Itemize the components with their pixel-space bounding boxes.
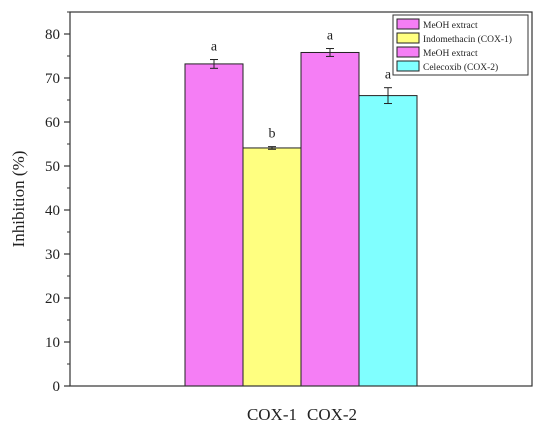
y-tick-label: 70 (45, 71, 60, 87)
significance-letter: a (385, 68, 392, 83)
x-category-labels: COX-1 COX-2 (247, 405, 357, 424)
y-axis-title: Inhibition (%) (9, 151, 28, 248)
y-tick-label: 10 (45, 335, 60, 351)
y-tick-label: 50 (45, 159, 60, 175)
y-tick-label: 80 (45, 27, 60, 43)
y-tick-label: 0 (53, 379, 61, 395)
significance-letter: b (269, 127, 276, 142)
y-tick-label: 20 (45, 291, 60, 307)
significance-letter: a (327, 29, 334, 44)
legend-label: MeOH extract (423, 21, 478, 31)
legend-label: Celecoxib (COX-2) (423, 62, 498, 73)
bar (184, 63, 244, 387)
x-category-label: COX-1 (247, 405, 297, 424)
bar (242, 147, 302, 387)
x-category-label: COX-2 (307, 405, 357, 424)
legend: MeOH extract Indomethacin (COX-1) MeOH ext… (392, 14, 529, 76)
y-tick-label: 30 (45, 247, 60, 263)
legend-swatch (396, 46, 420, 58)
legend-label: MeOH extract (423, 49, 478, 59)
legend-swatch (396, 18, 420, 30)
y-ticks: 0 10 20 30 40 50 60 70 80 (45, 11, 70, 395)
legend-label: Indomethacin (COX-1) (423, 34, 512, 45)
bars: a b a a (184, 29, 418, 387)
y-tick-label: 60 (45, 115, 60, 131)
significance-letter: a (211, 40, 218, 55)
y-tick-label: 40 (45, 203, 60, 219)
legend-swatch (396, 32, 420, 44)
bar (358, 95, 418, 387)
bar (300, 51, 360, 387)
legend-swatch (396, 60, 420, 72)
plot-frame (69, 11, 533, 387)
